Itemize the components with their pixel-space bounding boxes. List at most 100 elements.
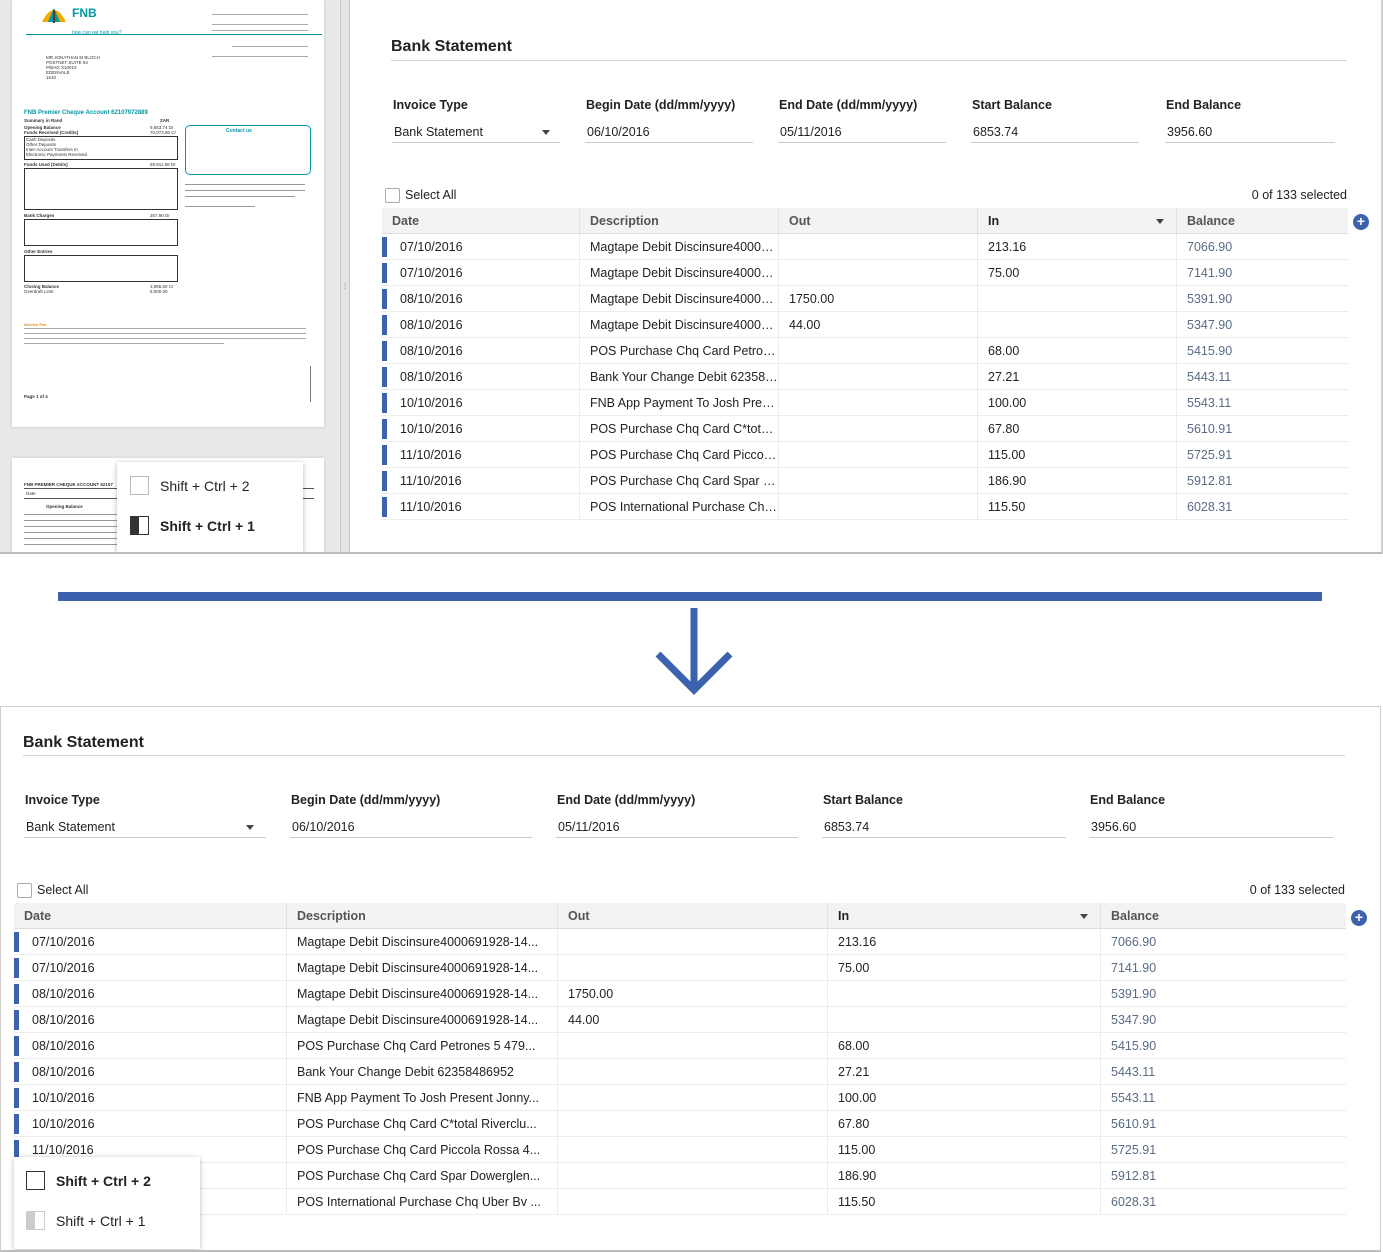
summary-currency: ZAR <box>160 118 170 123</box>
cell-in: 115.00 <box>978 442 1177 468</box>
table-row[interactable]: 07/10/2016 Magtape Debit Discinsure400069… <box>14 955 1346 981</box>
begin-date-input[interactable] <box>585 121 753 143</box>
sort-caret-icon[interactable] <box>1156 219 1164 224</box>
cell-out <box>558 929 828 955</box>
cell-out <box>558 1163 828 1189</box>
table-row[interactable]: 08/10/2016 POS Purchase Chq Card Petrones… <box>14 1033 1346 1059</box>
end-date-input[interactable] <box>556 816 798 838</box>
table-row[interactable]: 07/10/2016 Magtape Debit Discinsure400069… <box>14 929 1346 955</box>
invoice-type-select[interactable] <box>392 121 560 143</box>
table-row[interactable]: 08/10/2016 Bank Your Change Debit 6235848… <box>14 1059 1346 1085</box>
row-status-marker <box>382 263 387 283</box>
column-header-description[interactable]: Description <box>287 903 558 929</box>
invoice-type-select[interactable] <box>24 816 266 838</box>
table-row[interactable]: 08/10/2016 Magtape Debit Discinsure400069… <box>14 981 1346 1007</box>
pane-splitter[interactable]: ⁞ <box>340 0 350 552</box>
table-row[interactable]: 10/10/2016 POS Purchase Chq Card C*total … <box>382 416 1348 442</box>
table-row[interactable]: 08/10/2016 Magtape Debit Discinsure400069… <box>382 312 1348 338</box>
table-row[interactable]: 11/10/2016 POS Purchase Chq Card Piccola … <box>14 1137 1346 1163</box>
sort-caret-icon[interactable] <box>1080 914 1088 919</box>
column-header-in[interactable]: In <box>828 903 1101 929</box>
shortcut-item-1[interactable]: Shift + Ctrl + 1 <box>117 506 303 546</box>
add-column-icon[interactable]: + <box>1351 910 1367 926</box>
cell-out <box>779 494 978 520</box>
cell-balance: 5443.11 <box>1187 370 1232 384</box>
cell-out: 44.00 <box>558 1007 828 1033</box>
row-status-marker <box>382 471 387 491</box>
cell-balance: 5543.11 <box>1187 396 1232 410</box>
transactions-table: Date Description Out In Balance 07/10/20… <box>382 208 1348 523</box>
summary-row-label: Inter-Account Transfers In <box>26 147 78 152</box>
begin-date-input[interactable] <box>290 816 532 838</box>
summary-row-value: 9,853.74 Dr <box>150 125 174 130</box>
add-column-icon[interactable]: + <box>1353 214 1369 230</box>
cell-description: Bank Your Change Debit 62358486952 <box>580 364 779 390</box>
select-all-checkbox[interactable] <box>17 883 32 898</box>
cell-date: 11/10/2016 <box>14 1163 287 1189</box>
customer-address-3: EDENVALE <box>46 70 70 75</box>
cell-date: 08/10/2016 <box>14 1059 287 1085</box>
start-balance-input[interactable] <box>822 816 1066 838</box>
cell-description: Magtape Debit Discinsure4000691928-14... <box>287 1007 558 1033</box>
table-row[interactable]: 11/10/2016 POS Purchase Chq Card Piccola … <box>382 442 1348 468</box>
cell-description: POS Purchase Chq Card Piccola Rossa 4... <box>287 1137 558 1163</box>
contact-title: Contact us <box>226 128 252 134</box>
column-header-out[interactable]: Out <box>558 903 828 929</box>
selected-count: 0 of 133 selected <box>1251 188 1347 202</box>
table-row[interactable]: 08/10/2016 Bank Your Change Debit 6235848… <box>382 364 1348 390</box>
table-row[interactable]: 08/10/2016 Magtape Debit Discinsure400069… <box>14 1007 1346 1033</box>
column-header-date[interactable]: Date <box>14 903 287 929</box>
cell-date: 11/10/2016 <box>14 1137 287 1163</box>
summary-row-label: Cash Deposits <box>26 137 56 142</box>
column-header-in[interactable]: In <box>978 208 1177 234</box>
cell-in <box>828 981 1101 1007</box>
row-status-marker <box>14 1010 19 1030</box>
end-balance-input[interactable] <box>1089 816 1333 838</box>
fnb-logo-icon <box>42 8 66 23</box>
cell-date: 08/10/2016 <box>382 312 580 338</box>
column-header-out[interactable]: Out <box>779 208 978 234</box>
column-header-description[interactable]: Description <box>580 208 779 234</box>
column-header-date[interactable]: Date <box>382 208 580 234</box>
cell-description: POS Purchase Chq Card Spar Dowerglen... <box>580 468 779 494</box>
dropdown-caret-icon[interactable] <box>246 825 254 830</box>
end-balance-input[interactable] <box>1165 121 1335 143</box>
cell-date: 11/10/2016 <box>14 1189 287 1215</box>
summary-row-label: Overdraft Limit <box>24 289 54 294</box>
cell-balance: 5725.91 <box>1111 1143 1157 1157</box>
end-date-input[interactable] <box>778 121 946 143</box>
cell-out <box>779 390 978 416</box>
cell-in: 27.21 <box>978 364 1177 390</box>
cell-in: 67.80 <box>978 416 1177 442</box>
row-status-marker <box>382 445 387 465</box>
shortcut-item-2[interactable]: Shift + Ctrl + 2 <box>117 466 303 506</box>
cell-description: Magtape Debit Discinsure4000691928-14... <box>580 234 779 260</box>
table-row[interactable]: 08/10/2016 POS Purchase Chq Card Petrones… <box>382 338 1348 364</box>
table-row[interactable]: 08/10/2016 Magtape Debit Discinsure400069… <box>382 286 1348 312</box>
table-row[interactable]: 07/10/2016 Magtape Debit Discinsure400069… <box>382 260 1348 286</box>
cell-in <box>828 1007 1101 1033</box>
cell-out <box>779 416 978 442</box>
dropdown-caret-icon[interactable] <box>542 130 550 135</box>
shortcut-item-2[interactable]: Shift + Ctrl + 2 <box>14 1161 200 1201</box>
select-all-checkbox[interactable] <box>385 188 400 203</box>
other-entries-box <box>24 255 178 282</box>
document-preview-pane[interactable]: FNB how can we help you? MR JONATHAN M B… <box>0 0 340 552</box>
column-header-balance[interactable]: Balance <box>1111 909 1159 923</box>
cell-date: 08/10/2016 <box>382 364 580 390</box>
start-balance-input[interactable] <box>971 121 1139 143</box>
cell-out <box>558 1059 828 1085</box>
table-row[interactable]: 07/10/2016 Magtape Debit Discinsure400069… <box>382 234 1348 260</box>
table-row[interactable]: 10/10/2016 POS Purchase Chq Card C*total … <box>14 1111 1346 1137</box>
cell-in: 213.16 <box>978 234 1177 260</box>
column-header-balance[interactable]: Balance <box>1187 214 1235 228</box>
cell-description: FNB App Payment To Josh Present Jonny... <box>287 1085 558 1111</box>
cell-out <box>779 338 978 364</box>
shortcut-item-1[interactable]: Shift + Ctrl + 1 <box>14 1201 200 1241</box>
